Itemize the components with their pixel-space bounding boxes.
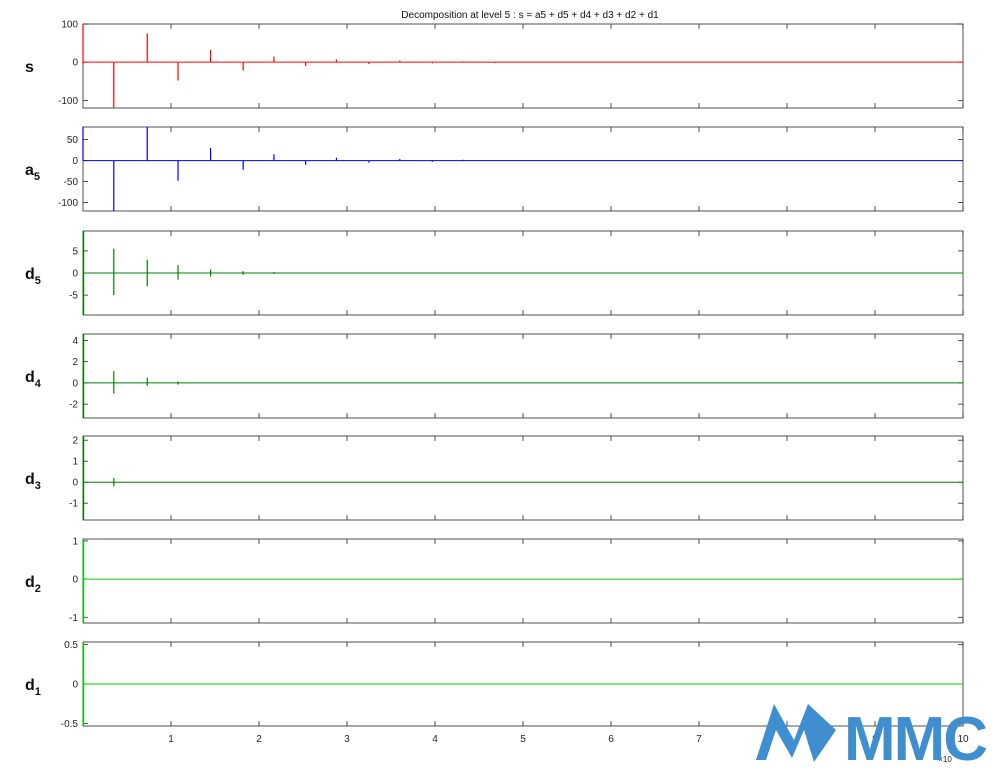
y-tick-label: 0	[72, 478, 78, 489]
figure-title: Decomposition at level 5 : s = a5 + d5 +…	[401, 10, 659, 21]
x-tick-label: 3	[344, 734, 350, 745]
y-tick-label: 50	[67, 135, 79, 146]
y-tick-label: 0	[72, 575, 78, 586]
row-label-main: s	[25, 59, 34, 76]
x-exponent-label: ×10	[938, 755, 952, 764]
x-tick-label: 5	[520, 734, 526, 745]
row-label-main: d	[25, 677, 35, 694]
subplot-3: 420-2d4	[25, 333, 964, 419]
row-label: d1	[25, 677, 41, 698]
y-tick-label: 2	[72, 436, 78, 447]
x-tick-label: 4	[432, 734, 438, 745]
row-label-subscript: 3	[35, 480, 41, 492]
row-label: s	[25, 59, 34, 76]
y-tick-label: 2	[72, 357, 78, 368]
row-label-main: a	[25, 162, 34, 179]
y-tick-label: -2	[69, 400, 78, 411]
y-tick-label: -50	[64, 177, 79, 188]
row-label-main: d	[25, 574, 35, 591]
subplot-2: 50-5d5	[25, 230, 964, 316]
y-tick-label: 5	[72, 246, 78, 257]
axes-box	[82, 538, 964, 624]
subplot-4: 2 1 0 -1 d3	[25, 435, 964, 521]
row-label-subscript: 2	[35, 583, 41, 595]
x-tick-label: 7	[696, 734, 702, 745]
y-tick-label: 0	[72, 156, 78, 167]
y-tick-label: -5	[69, 291, 78, 302]
row-label: d4	[25, 369, 42, 390]
x-tick-label: 2	[256, 734, 262, 745]
row-label-main: d	[25, 266, 35, 283]
axes-box	[82, 435, 964, 521]
row-label: a5	[25, 162, 40, 183]
x-tick-label: 1	[168, 734, 174, 745]
y-tick-label: 4	[72, 336, 78, 347]
subplot-6: 0.50-0.5d112345678910	[25, 640, 969, 745]
x-tick-label: 10	[957, 734, 969, 745]
mmc-logo-icon	[756, 704, 836, 762]
axes-box	[82, 333, 964, 419]
y-tick-label: 0.5	[64, 640, 78, 651]
y-tick-label: -1	[69, 499, 78, 510]
subplot-1: 50 0 -50 -100 a5	[25, 126, 964, 212]
row-label-main: d	[25, 369, 35, 386]
y-tick-label: 100	[61, 20, 78, 31]
axes-box	[82, 23, 964, 109]
mmc-watermark-logo: MMC	[756, 704, 989, 766]
x-tick-label: 6	[608, 734, 614, 745]
y-tick-label: 1	[72, 457, 78, 468]
row-label-subscript: 5	[35, 275, 41, 287]
subplot-5: 1 0 -1 d2	[25, 536, 964, 624]
row-label: d5	[25, 266, 41, 287]
watermark-text: MMC	[844, 705, 987, 766]
subplot-0: 100 0 -100 s	[25, 20, 964, 109]
row-label-subscript: 1	[35, 686, 41, 698]
y-tick-label: -1	[69, 613, 78, 624]
y-tick-label: 0	[72, 680, 78, 691]
y-tick-label: -100	[58, 198, 78, 209]
axes-box	[82, 126, 964, 212]
subplot-panels: 1000-100s500-50-100a550-5d5420-2d4210-1d…	[25, 20, 969, 746]
row-label-main: d	[25, 471, 35, 488]
row-label-subscript: 5	[34, 171, 40, 183]
y-tick-label: 1	[72, 536, 78, 547]
y-tick-label: 0	[72, 269, 78, 280]
y-tick-label: 0	[72, 378, 78, 389]
x-tick-label: 9	[872, 734, 878, 745]
row-label: d3	[25, 471, 41, 492]
y-tick-label: -0.5	[61, 719, 79, 730]
y-tick-label: 0	[72, 58, 78, 69]
row-label-subscript: 4	[35, 378, 42, 390]
y-tick-label: -100	[58, 96, 78, 107]
row-label: d2	[25, 574, 41, 595]
